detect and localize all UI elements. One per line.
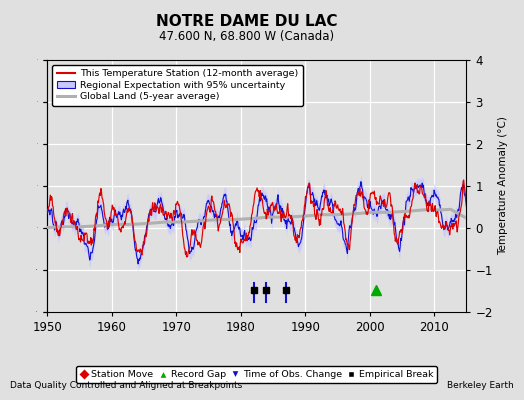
Text: NOTRE DAME DU LAC: NOTRE DAME DU LAC [156,14,337,29]
Y-axis label: Temperature Anomaly (°C): Temperature Anomaly (°C) [498,116,508,256]
Text: Berkeley Earth: Berkeley Earth [447,381,514,390]
Text: Data Quality Controlled and Aligned at Breakpoints: Data Quality Controlled and Aligned at B… [10,381,243,390]
Legend: Station Move, Record Gap, Time of Obs. Change, Empirical Break: Station Move, Record Gap, Time of Obs. C… [77,366,437,383]
Text: 47.600 N, 68.800 W (Canada): 47.600 N, 68.800 W (Canada) [159,30,334,43]
